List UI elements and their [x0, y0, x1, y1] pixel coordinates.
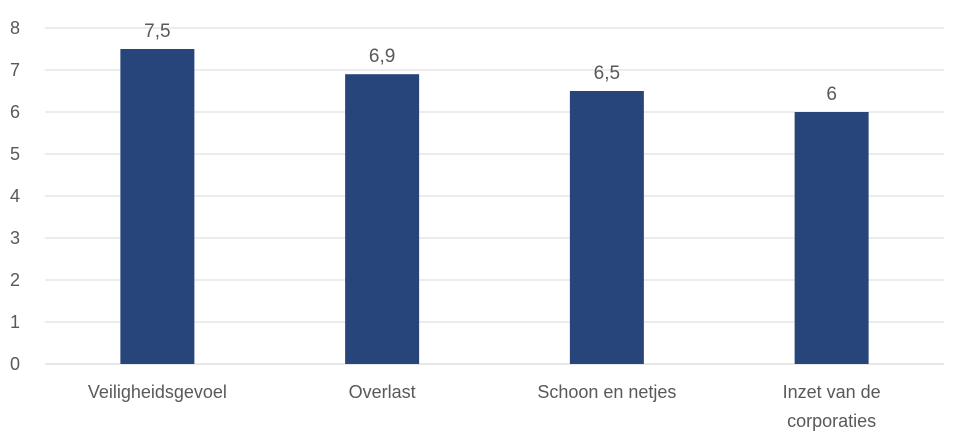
data-labels: 7,5 6,9 6,5 6 — [144, 21, 837, 105]
data-label: 6 — [826, 84, 837, 105]
bar — [345, 74, 420, 364]
y-tick-label: 8 — [10, 18, 20, 38]
y-tick-label: 4 — [10, 186, 20, 206]
x-category-label: Veiligheidsgevoel — [88, 382, 227, 402]
x-category-label-line: Overlast — [349, 382, 416, 402]
y-tick-label: 0 — [10, 354, 20, 374]
x-category-label-line: Schoon en netjes — [537, 382, 676, 402]
data-label: 7,5 — [144, 21, 170, 42]
y-tick-label: 7 — [10, 60, 20, 80]
x-axis-labels: Veiligheidsgevoel Overlast Schoon en netje… — [88, 382, 881, 431]
x-category-label: Schoon en netjes — [537, 382, 676, 402]
x-category-label-line: Veiligheidsgevoel — [88, 382, 227, 402]
data-label: 6,9 — [369, 46, 395, 67]
gridlines — [45, 27, 944, 365]
y-tick-label: 3 — [10, 228, 20, 248]
y-tick-label: 2 — [10, 270, 20, 290]
y-tick-label: 6 — [10, 102, 20, 122]
x-category-label-line: corporaties — [787, 411, 876, 431]
x-category-label-line: Inzet van de — [783, 382, 881, 402]
y-axis-ticks: 0 1 2 3 4 5 6 7 8 — [10, 18, 20, 374]
bars — [120, 49, 869, 364]
x-category-label: Inzet van de corporaties — [783, 382, 881, 431]
x-category-label: Overlast — [349, 382, 416, 402]
bar — [120, 49, 195, 364]
bar — [794, 112, 869, 364]
y-tick-label: 5 — [10, 144, 20, 164]
y-tick-label: 1 — [10, 312, 20, 332]
data-label: 6,5 — [594, 63, 620, 84]
bar — [569, 91, 644, 364]
